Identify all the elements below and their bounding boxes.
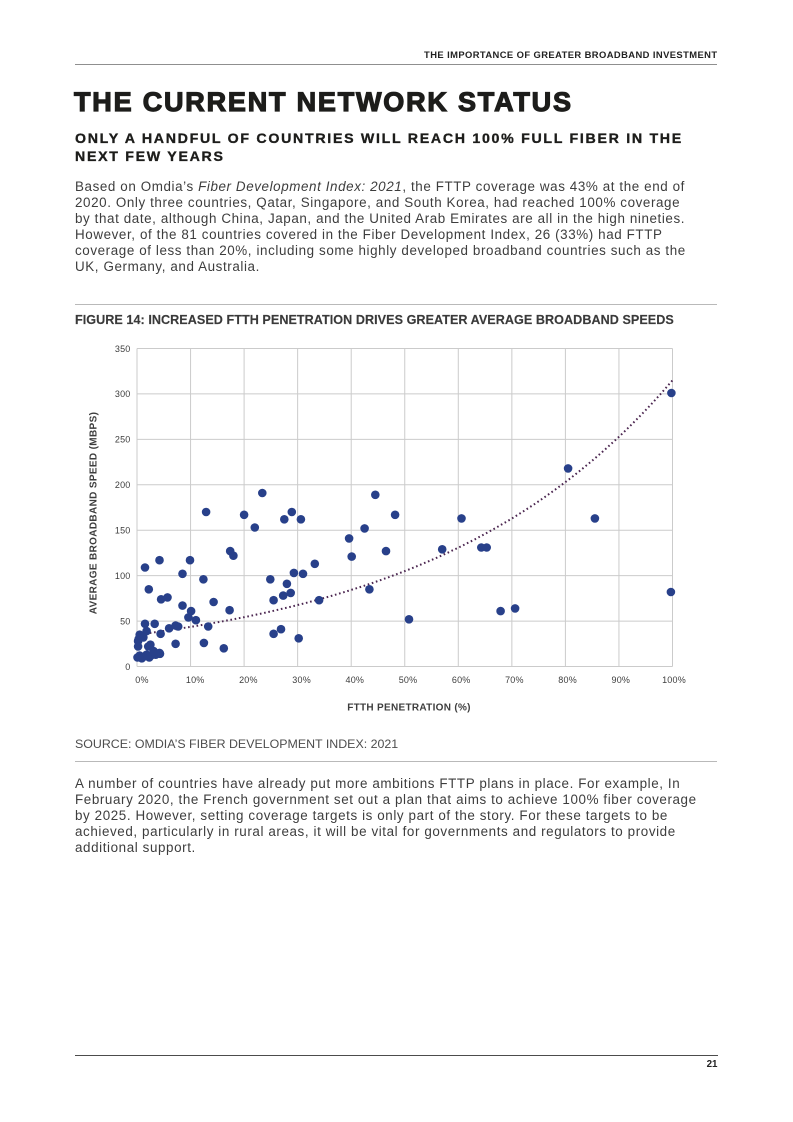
svg-text:250: 250 [115,435,131,445]
svg-text:350: 350 [115,344,131,354]
svg-text:0%: 0% [135,675,148,685]
svg-text:FTTH PENETRATION (%): FTTH PENETRATION (%) [347,703,471,714]
svg-text:50: 50 [120,616,130,626]
svg-text:80%: 80% [558,675,577,685]
svg-text:300: 300 [115,389,131,399]
svg-text:100%: 100% [662,675,686,685]
svg-text:0: 0 [125,662,130,672]
svg-text:AVERAGE BROADBAND SPEED (MBPS): AVERAGE BROADBAND SPEED (MBPS) [89,412,100,615]
svg-text:90%: 90% [611,675,630,685]
svg-text:30%: 30% [292,675,311,685]
svg-text:50%: 50% [399,675,418,685]
svg-text:60%: 60% [452,675,471,685]
svg-text:70%: 70% [505,675,524,685]
svg-text:200: 200 [115,480,131,490]
svg-text:40%: 40% [345,675,364,685]
svg-text:100: 100 [115,571,131,581]
svg-text:10%: 10% [186,675,205,685]
svg-text:150: 150 [115,526,131,536]
svg-text:20%: 20% [239,675,258,685]
